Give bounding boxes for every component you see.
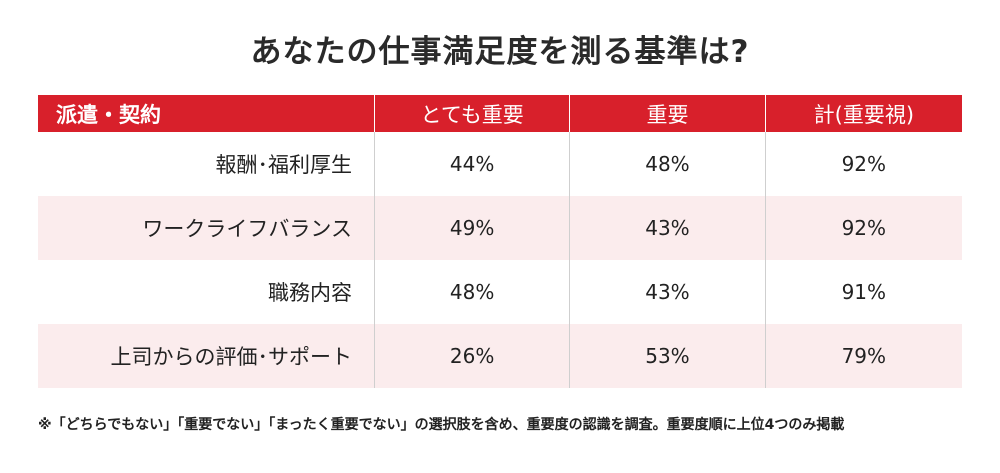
cell-value: 79% [764, 324, 962, 388]
cell-value: 92% [764, 196, 962, 260]
cell-value: 49% [373, 196, 569, 260]
header-important: 重要 [569, 95, 764, 132]
header-category: 派遣・契約 [56, 102, 161, 127]
table-row: 上司からの評価･サポート 26% 53% 79% [38, 324, 962, 388]
cell-value: 43% [569, 196, 764, 260]
row-label: 報酬･福利厚生 [215, 153, 352, 177]
header-total: 計(重要視) [764, 95, 962, 132]
row-label: 上司からの評価･サポート [110, 345, 352, 369]
table-row: 職務内容 48% 43% 91% [38, 260, 962, 324]
table-row: 報酬･福利厚生 44% 48% 92% [38, 132, 962, 196]
cell-value: 26% [373, 324, 569, 388]
data-table: 派遣・契約 とても重要 重要 計(重要視) 報酬･福利厚生 44% 48% 92… [38, 95, 962, 388]
cell-value: 91% [764, 260, 962, 324]
row-label: 職務内容 [267, 281, 352, 305]
footnote: ※「どちらでもない」「重要でない」「まったく重要でない」の選択肢を含め、重要度の… [38, 417, 845, 433]
table-row: ワークライフバランス 49% 43% 92% [38, 196, 962, 260]
table-header: 派遣・契約 とても重要 重要 計(重要視) [38, 95, 962, 132]
row-label: ワークライフバランス [142, 217, 352, 241]
header-very-important: とても重要 [373, 95, 569, 132]
cell-value: 43% [569, 260, 764, 324]
cell-value: 53% [569, 324, 764, 388]
cell-value: 44% [373, 132, 569, 196]
chart-title: あなたの仕事満足度を測る基準は? [250, 34, 750, 70]
cell-value: 48% [569, 132, 764, 196]
cell-value: 48% [373, 260, 569, 324]
cell-value: 92% [764, 132, 962, 196]
